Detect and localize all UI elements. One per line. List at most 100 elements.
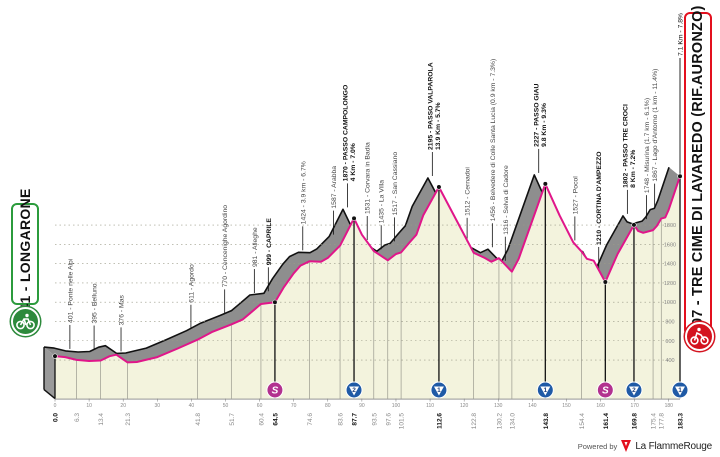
climb-detail-label: 9.8 Km - 9.3%: [541, 103, 548, 147]
finish-label: 2307 - TRE CIME DI LAVAREDO (RIF.AURONZO…: [690, 5, 706, 343]
km-label: 161.4: [603, 413, 610, 430]
km-label: 51.7: [229, 413, 236, 426]
km-label: 74.6: [307, 413, 314, 426]
x-tick-label: 160: [596, 403, 605, 409]
y-tick-label: 400: [665, 358, 674, 364]
km-label: 154.4: [579, 413, 586, 430]
start-label: 441 - LONGARONE: [17, 188, 33, 320]
km-label: 0.0: [53, 413, 60, 422]
x-tick-label: 20: [120, 403, 126, 409]
x-tick-label: 100: [392, 403, 401, 409]
finish-banner: 2307 - TRE CIME DI LAVAREDO (RIF.AURONZO…: [684, 5, 712, 343]
waypoint-dot: [52, 353, 58, 359]
start-banner: 441 - LONGARONE: [11, 188, 39, 320]
climb-triangle-icon: [349, 386, 360, 396]
waypoint-label: 1802 - PASSO TRE CROCI: [622, 104, 629, 188]
y-tick-label: 1400: [664, 262, 676, 268]
climb-triangle-icon: [628, 386, 639, 396]
x-tick-label: 30: [155, 403, 161, 409]
y-tick-label: 1200: [664, 281, 676, 287]
km-label: 183.3: [678, 413, 685, 430]
km-label: 87.7: [352, 413, 359, 426]
sprint-marker-icon: [596, 381, 614, 399]
km-label: 60.4: [258, 413, 265, 426]
km-label: 169.8: [631, 413, 638, 430]
waypoint-label: 1531 - Corvara in Badia: [365, 142, 372, 214]
climb-category-label: 2: [632, 387, 636, 394]
waypoint-dot: [272, 299, 278, 305]
km-label: 177.8: [659, 413, 666, 430]
x-tick-label: 180: [665, 403, 674, 409]
waypoint-label: 1867 - Lago d'Antorno (1 km - 11.4%): [652, 69, 659, 182]
x-tick-label: 80: [325, 403, 331, 409]
waypoint-label: 1527 - Pocol: [572, 176, 579, 215]
powered-by-text: Powered by: [577, 441, 618, 451]
waypoint-label: 1210 - CORTINA D'AMPEZZO: [596, 151, 603, 245]
sprint-marker-icon: [266, 381, 284, 399]
km-label: 83.6: [338, 413, 345, 426]
waypoint-dot: [677, 173, 683, 179]
waypoint-dot: [602, 279, 608, 285]
x-tick-label: 140: [528, 403, 537, 409]
profile-area: [55, 176, 680, 399]
climb-category-label: 1: [544, 387, 548, 394]
waypoint-label: 1456 - Belvedere di Colle Santa Lucia (0…: [490, 59, 497, 221]
waypoint-label: 981 - Alleghe: [252, 227, 259, 267]
km-label: 134.0: [509, 413, 516, 430]
waypoint-label: 2227 - PASSO GIAU: [534, 83, 541, 146]
climb-triangle-icon: [540, 386, 551, 396]
km-label: 64.5: [272, 413, 279, 426]
climb-category-label: 2: [352, 387, 356, 394]
waypoint-label: 1435 - La Villa: [379, 180, 386, 224]
climb-triangle-icon: [433, 386, 444, 396]
waypoint-label: 376 - Mas: [119, 295, 126, 326]
x-tick-label: 110: [426, 403, 434, 409]
climb-detail-label: 4 Km - 7.0%: [350, 143, 357, 181]
relief-bottom-edge: [43, 389, 56, 400]
waypoint-label: 1512 - Cernadoi: [465, 167, 472, 216]
waypoint-label: 770 - Cencenighe Agordino: [222, 205, 229, 288]
x-tick-label: 150: [562, 403, 571, 409]
sprint-marker-label: S: [602, 386, 609, 397]
relief-side: [44, 347, 55, 399]
finish-climb-label: 7.1 Km - 7.8%: [678, 13, 685, 56]
waypoint-label: 401 - Ponte nelle Alpi: [67, 258, 74, 323]
km-label: 175.4: [651, 413, 658, 430]
km-label: 143.8: [543, 413, 550, 430]
y-tick-label: 1600: [664, 242, 676, 248]
start-cyclist-icon: [11, 307, 40, 336]
footer-credit: Powered by La FlammeRouge: [578, 440, 712, 452]
x-tick-label: 120: [460, 403, 469, 409]
waypoint-label: 1316 - Selva di Cadore: [503, 165, 510, 235]
waypoint-label: 2195 - PASSO VALPAROLA: [427, 62, 434, 150]
y-tick-label: 800: [665, 319, 674, 325]
km-label: 93.5: [371, 413, 378, 426]
x-tick-label: 60: [257, 403, 263, 409]
climb-triangle-icon: [675, 386, 685, 396]
x-tick-label: 90: [359, 403, 365, 409]
km-label: 112.6: [436, 413, 443, 429]
x-tick-label: 10: [86, 403, 92, 409]
km-label: 101.5: [399, 413, 406, 430]
waypoint-dot: [542, 181, 548, 187]
km-label: 41.8: [195, 413, 202, 426]
x-tick-label: 170: [630, 403, 639, 409]
finish-cyclist-icon: [685, 322, 714, 351]
climb-category-label: 1: [678, 387, 682, 394]
waypoint-dot: [351, 215, 357, 221]
relief-band: [44, 167, 680, 363]
waypoint-dot: [436, 184, 442, 190]
waypoint-label: 611 - Agordo: [188, 264, 195, 303]
waypoint-dot: [631, 222, 637, 228]
brand-name: La FlammeRouge: [635, 440, 712, 452]
x-tick-label: 0: [54, 403, 57, 409]
km-label: 13.4: [98, 413, 105, 426]
y-tick-label: 1000: [664, 300, 676, 306]
waypoint-label: 1517 - San Cassiano: [392, 152, 399, 216]
climb-detail-label: 8 Km - 7.2%: [630, 150, 637, 188]
x-tick-label: 130: [494, 403, 503, 409]
waypoint-label: 1424 - 3.9 km - 6.7%: [300, 161, 307, 224]
y-tick-label: 1800: [664, 223, 676, 229]
climb-category-label: 1: [437, 387, 441, 394]
waypoint-label: 1870 - PASSO CAMPOLONGO: [342, 85, 349, 182]
